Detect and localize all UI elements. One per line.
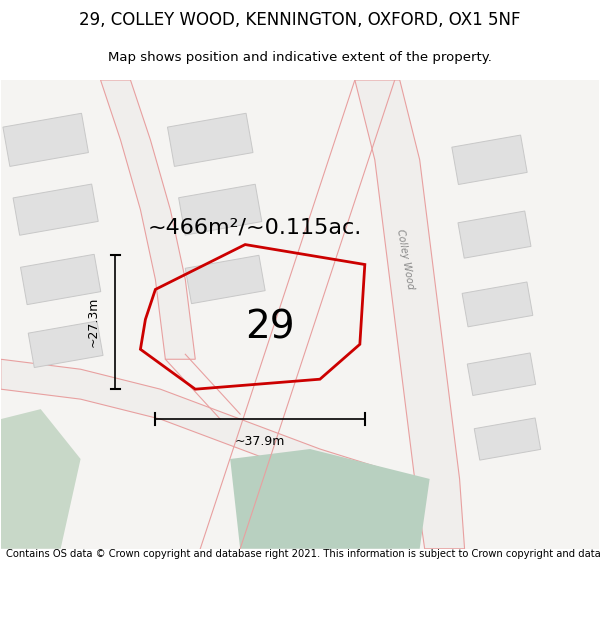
Polygon shape [474, 418, 541, 460]
Text: Map shows position and indicative extent of the property.: Map shows position and indicative extent… [108, 51, 492, 64]
Polygon shape [20, 254, 101, 304]
Text: Colley Wood: Colley Wood [395, 229, 415, 291]
Polygon shape [13, 184, 98, 235]
Polygon shape [101, 80, 195, 359]
Polygon shape [1, 359, 400, 504]
Polygon shape [185, 255, 265, 304]
Text: 29, COLLEY WOOD, KENNINGTON, OXFORD, OX1 5NF: 29, COLLEY WOOD, KENNINGTON, OXFORD, OX1… [79, 11, 521, 29]
Polygon shape [179, 184, 262, 235]
Polygon shape [452, 135, 527, 184]
Text: Contains OS data © Crown copyright and database right 2021. This information is : Contains OS data © Crown copyright and d… [6, 549, 600, 559]
Polygon shape [28, 321, 103, 368]
Polygon shape [1, 409, 80, 549]
Text: ~27.3m: ~27.3m [87, 297, 100, 347]
Polygon shape [167, 113, 253, 166]
Text: ~37.9m: ~37.9m [235, 434, 285, 447]
Polygon shape [3, 113, 88, 166]
Polygon shape [355, 80, 464, 549]
Text: ~466m²/~0.115ac.: ~466m²/~0.115ac. [148, 217, 362, 238]
Polygon shape [1, 80, 599, 549]
Polygon shape [462, 282, 533, 327]
Polygon shape [467, 353, 536, 396]
Text: 29: 29 [245, 308, 295, 346]
Polygon shape [458, 211, 531, 258]
Polygon shape [230, 449, 430, 549]
